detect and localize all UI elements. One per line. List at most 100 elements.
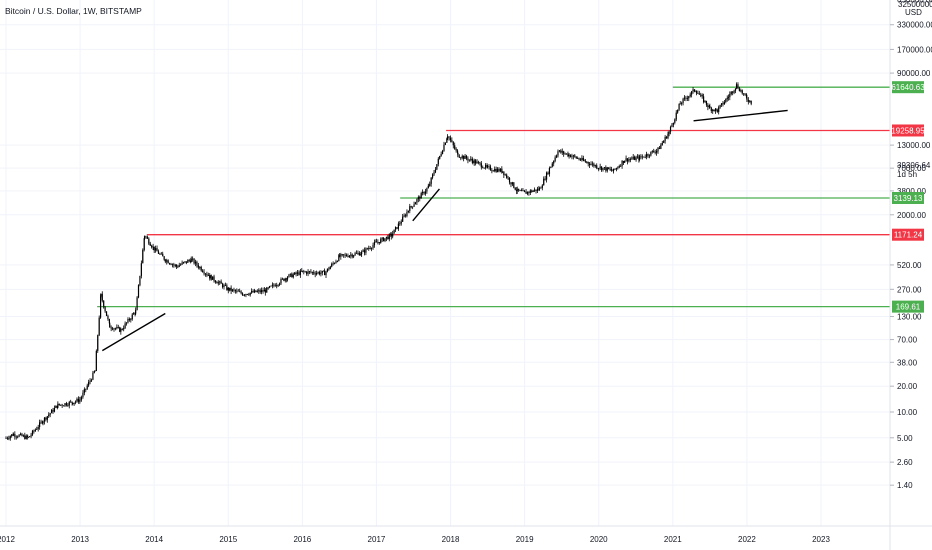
candle-body	[716, 109, 718, 112]
time-axis-label: 2021	[664, 535, 682, 544]
candle-body	[271, 284, 274, 286]
candle-body	[553, 161, 555, 164]
candle-body	[251, 291, 253, 293]
candle-body	[214, 280, 217, 283]
candle-body	[373, 241, 376, 245]
candle-body	[55, 405, 57, 408]
candle-body	[270, 285, 272, 287]
candle-body	[440, 153, 442, 156]
candle-body	[719, 105, 721, 108]
candle-body	[663, 140, 665, 143]
candle-body	[171, 264, 174, 266]
candle-body	[89, 380, 91, 383]
candle-body	[468, 159, 470, 161]
candle-body	[216, 282, 218, 284]
candle-body	[276, 285, 278, 287]
candle-body	[134, 313, 136, 315]
candle-body	[714, 108, 717, 112]
candle-body	[650, 151, 652, 156]
candle-body	[682, 98, 684, 103]
candle-body	[94, 370, 96, 372]
candle-body	[691, 91, 693, 95]
candle-body	[121, 329, 123, 331]
candle-body	[722, 103, 724, 105]
candle-body	[175, 264, 178, 267]
candle-body	[234, 290, 236, 292]
candle-body	[14, 433, 16, 437]
candle-body	[354, 253, 356, 256]
candle-body	[344, 254, 346, 256]
candle-body	[586, 161, 588, 163]
candle-body	[181, 262, 183, 265]
candle-body	[286, 278, 288, 280]
candle-body	[180, 264, 182, 266]
candle-body	[385, 236, 388, 239]
candle-body	[404, 215, 407, 217]
candle-body	[120, 329, 122, 332]
candle-body	[709, 106, 711, 108]
candle-body	[452, 141, 454, 146]
candle-body	[614, 168, 616, 170]
candle-body	[177, 266, 179, 268]
candle-body	[729, 94, 731, 98]
candle-body	[199, 267, 201, 268]
candle-body	[200, 267, 202, 271]
candle-body	[92, 372, 94, 380]
candle-body	[21, 433, 23, 437]
candle-body	[104, 307, 106, 312]
candle-body	[243, 294, 246, 296]
candle-body	[681, 102, 683, 104]
candle-body	[629, 159, 631, 160]
candle-body	[606, 167, 608, 171]
candle-body	[343, 254, 345, 256]
candle-body	[746, 97, 748, 100]
candle-body	[734, 88, 737, 91]
candle-body	[36, 428, 38, 430]
candle-body	[375, 241, 378, 243]
candle-body	[464, 155, 466, 159]
candle-body	[596, 165, 598, 169]
candle-body	[22, 435, 24, 437]
candle-body	[280, 279, 282, 284]
candle-body	[37, 427, 39, 429]
candle-body	[317, 272, 319, 273]
candle-body	[416, 199, 418, 203]
candle-body	[635, 157, 637, 160]
current-price-label: 39306.64	[897, 161, 931, 170]
candle-body	[423, 192, 425, 194]
candle-body	[726, 97, 728, 100]
candle-body	[48, 414, 50, 417]
candle-body	[263, 289, 266, 292]
candle-body	[296, 272, 299, 274]
candle-body	[53, 407, 56, 412]
candle-body	[97, 335, 99, 351]
candle-body	[241, 293, 244, 296]
candle-body	[145, 236, 147, 238]
candle-body	[45, 417, 47, 420]
candle-body	[747, 99, 749, 102]
candle-body	[157, 251, 160, 254]
candle-body	[698, 93, 700, 95]
candle-body	[325, 271, 327, 276]
candle-body	[167, 260, 169, 264]
time-axis-label: 2020	[590, 535, 608, 544]
candle-body	[510, 182, 512, 185]
time-axis-label: 2022	[738, 535, 756, 544]
candle-body	[202, 270, 204, 272]
candle-body	[393, 229, 395, 234]
candle-body	[152, 246, 154, 248]
candle-body	[182, 262, 185, 263]
candle-body	[581, 157, 583, 161]
candle-body	[340, 254, 342, 257]
candle-body	[377, 241, 379, 243]
candle-body	[226, 285, 228, 290]
candle-body	[455, 148, 457, 151]
candle-body	[456, 150, 459, 153]
candle-body	[636, 156, 639, 158]
candle-body	[128, 319, 130, 320]
candle-body	[544, 178, 546, 180]
trend-line-2	[412, 188, 440, 222]
candle-body	[712, 109, 714, 111]
candle-body	[262, 290, 264, 292]
candle-body	[196, 261, 198, 266]
